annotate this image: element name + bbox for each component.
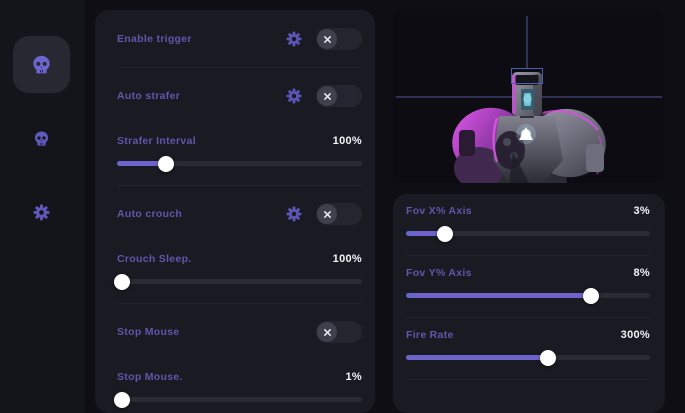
slider-label: Fov Y% Axis xyxy=(406,267,472,279)
slider-label: Strafer Interval xyxy=(117,135,196,147)
crouch-sleep-slider[interactable] xyxy=(113,273,362,290)
gear-icon[interactable] xyxy=(286,31,302,47)
features-panel: Enable trigger Auto strafer xyxy=(95,10,375,413)
close-icon xyxy=(317,86,337,106)
close-icon xyxy=(317,29,337,49)
fov-y-slider[interactable] xyxy=(406,287,650,304)
slider-fill xyxy=(406,293,592,298)
slider-value: 100% xyxy=(332,253,362,265)
divider xyxy=(117,303,362,304)
gear-icon xyxy=(33,204,50,221)
slider-fill xyxy=(406,231,446,236)
close-icon xyxy=(317,322,337,342)
slider-thumb[interactable] xyxy=(539,349,556,366)
stop-mouse-slider[interactable] xyxy=(113,391,362,408)
divider xyxy=(406,379,650,380)
aim-preview-viewport xyxy=(393,10,665,183)
auto-crouch-toggle[interactable] xyxy=(316,203,362,225)
skull-icon xyxy=(31,54,52,75)
divider xyxy=(117,185,362,186)
divider xyxy=(406,255,650,256)
strafer-interval-group: Strafer Interval 100% xyxy=(117,124,362,185)
slider-thumb[interactable] xyxy=(113,391,130,408)
sidebar xyxy=(0,0,85,413)
gear-icon[interactable] xyxy=(286,88,302,104)
slider-thumb[interactable] xyxy=(158,155,174,172)
divider xyxy=(117,67,362,68)
stop-mouse-amount-group: Stop Mouse. 1% xyxy=(113,360,362,413)
slider-fill xyxy=(406,355,548,360)
robot-model xyxy=(452,72,606,183)
slider-label: Crouch Sleep. xyxy=(117,253,192,265)
fov-x-slider[interactable] xyxy=(406,225,650,242)
feature-label: Stop Mouse xyxy=(117,326,180,338)
skull-icon xyxy=(33,130,50,147)
aim-settings-panel: Fov X% Axis 3% Fov Y% Axis 8% Fire Rate … xyxy=(393,194,665,413)
feature-row-auto-strafer: Auto strafer xyxy=(117,68,362,124)
sidebar-item-aim[interactable] xyxy=(13,36,70,93)
fire-rate-slider[interactable] xyxy=(406,349,650,366)
slider-thumb[interactable] xyxy=(437,225,454,242)
feature-label: Auto crouch xyxy=(117,208,183,220)
slider-label: Fire Rate xyxy=(406,329,454,341)
slider-label: Stop Mouse. xyxy=(117,371,183,383)
stop-mouse-toggle[interactable] xyxy=(316,321,362,343)
esp-head-box xyxy=(511,68,543,84)
slider-value: 1% xyxy=(345,371,362,383)
slider-thumb[interactable] xyxy=(583,287,600,304)
slider-value: 3% xyxy=(633,205,650,217)
slider-value: 100% xyxy=(332,135,362,147)
sidebar-item-settings[interactable] xyxy=(13,184,70,241)
feature-row-auto-crouch: Auto crouch xyxy=(117,186,362,242)
feature-row-enable-trigger: Enable trigger xyxy=(117,11,362,67)
auto-strafer-toggle[interactable] xyxy=(316,85,362,107)
close-icon xyxy=(317,204,337,224)
gear-icon[interactable] xyxy=(286,206,302,222)
slider-value: 8% xyxy=(633,267,650,279)
robot-target-preview xyxy=(396,16,662,183)
strafer-interval-slider[interactable] xyxy=(117,155,362,172)
divider xyxy=(406,317,650,318)
fov-y-group: Fov Y% Axis 8% xyxy=(406,256,650,317)
fire-rate-group: Fire Rate 300% xyxy=(406,318,650,379)
fov-x-group: Fov X% Axis 3% xyxy=(406,194,650,255)
slider-thumb[interactable] xyxy=(113,273,130,290)
enable-trigger-toggle[interactable] xyxy=(316,28,362,50)
slider-fill xyxy=(117,161,166,166)
feature-label: Enable trigger xyxy=(117,33,192,45)
slider-value: 300% xyxy=(620,329,650,341)
feature-row-stop-mouse: Stop Mouse xyxy=(117,304,362,360)
crouch-sleep-group: Crouch Sleep. 100% xyxy=(113,242,362,303)
feature-label: Auto strafer xyxy=(117,90,181,102)
slider-label: Fov X% Axis xyxy=(406,205,472,217)
sidebar-item-trigger[interactable] xyxy=(13,110,70,167)
